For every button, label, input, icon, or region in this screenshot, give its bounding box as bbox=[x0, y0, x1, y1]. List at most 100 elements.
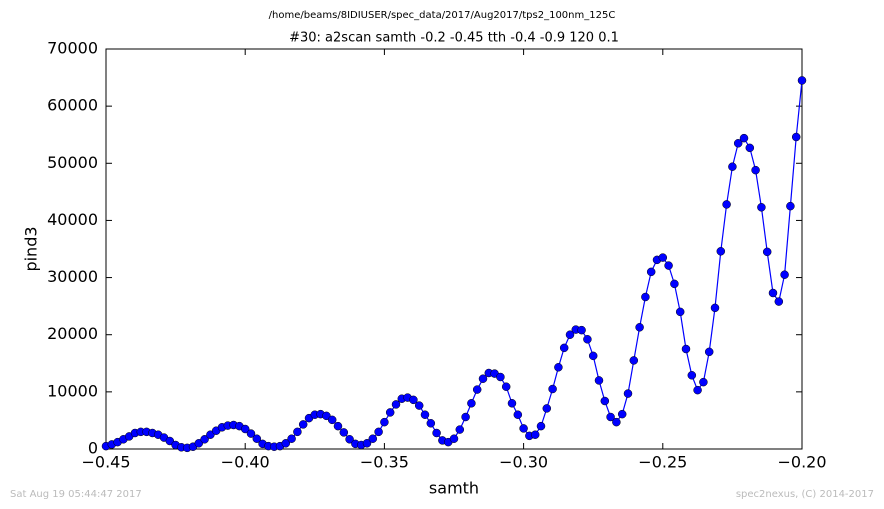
y-tick-label: 30000 bbox=[47, 267, 98, 286]
data-point bbox=[426, 419, 436, 428]
data-point bbox=[728, 162, 737, 171]
data-point bbox=[252, 434, 262, 443]
chart-title: #30: a2scan samth -0.2 -0.45 tth -0.4 -0… bbox=[289, 31, 619, 46]
data-point bbox=[548, 384, 557, 394]
data-point bbox=[467, 399, 476, 408]
data-point bbox=[165, 436, 175, 446]
data-point bbox=[774, 297, 784, 306]
data-point bbox=[565, 330, 575, 339]
data-point bbox=[472, 385, 482, 394]
data-point bbox=[577, 325, 586, 335]
data-point bbox=[542, 404, 552, 413]
data-point bbox=[432, 428, 441, 438]
data-point bbox=[664, 261, 673, 270]
data-point bbox=[722, 200, 731, 209]
data-point bbox=[594, 376, 604, 385]
y-tick-label: 70000 bbox=[47, 39, 98, 58]
y-axis-label: pind3 bbox=[22, 226, 41, 271]
data-point bbox=[675, 307, 685, 317]
data-point bbox=[322, 411, 331, 421]
data-point bbox=[704, 347, 714, 357]
x-tick-label: −0.40 bbox=[221, 453, 270, 472]
x-tick-label: −0.25 bbox=[638, 453, 687, 472]
x-axis-label: samth bbox=[429, 479, 479, 498]
data-point bbox=[420, 410, 430, 419]
data-point bbox=[588, 351, 598, 361]
data-point bbox=[629, 356, 639, 365]
data-point bbox=[333, 421, 343, 431]
data-point bbox=[513, 410, 523, 419]
data-point bbox=[536, 421, 546, 431]
x-tick-label: −0.35 bbox=[360, 453, 409, 472]
y-tick-label: 10000 bbox=[47, 381, 98, 400]
data-point bbox=[600, 396, 610, 406]
data-point bbox=[780, 270, 789, 279]
data-point bbox=[298, 420, 308, 429]
data-point bbox=[507, 399, 517, 408]
data-point bbox=[716, 247, 726, 256]
data-point bbox=[739, 133, 749, 143]
data-point bbox=[757, 203, 766, 212]
data-point bbox=[612, 417, 621, 427]
data-point bbox=[246, 429, 256, 438]
data-point bbox=[733, 139, 743, 148]
x-tick-label: −0.30 bbox=[499, 453, 548, 472]
data-point bbox=[710, 303, 720, 313]
data-point bbox=[559, 343, 569, 353]
data-point bbox=[687, 371, 697, 380]
data-point bbox=[391, 400, 401, 409]
data-point bbox=[751, 165, 760, 175]
data-point bbox=[200, 435, 209, 444]
data-point bbox=[791, 132, 801, 142]
y-tick-label: 0 bbox=[88, 439, 98, 458]
data-point bbox=[501, 382, 511, 391]
y-tick-label: 20000 bbox=[47, 324, 98, 343]
data-point bbox=[554, 363, 563, 372]
footer-left: Sat Aug 19 05:44:47 2017 bbox=[10, 489, 142, 500]
data-point bbox=[362, 439, 372, 448]
data-point bbox=[745, 143, 755, 153]
data-point bbox=[635, 323, 644, 332]
y-tick-label: 50000 bbox=[47, 153, 98, 172]
data-point bbox=[641, 292, 650, 302]
data-point bbox=[617, 409, 627, 419]
data-point bbox=[368, 434, 378, 443]
data-point bbox=[670, 279, 679, 289]
data-point bbox=[693, 385, 702, 395]
data-point bbox=[409, 395, 418, 405]
data-point bbox=[519, 424, 528, 433]
data-point bbox=[461, 412, 470, 422]
y-tick-label: 60000 bbox=[47, 96, 98, 115]
data-point bbox=[768, 288, 778, 298]
data-point bbox=[240, 424, 250, 434]
data-point bbox=[658, 253, 668, 262]
data-point bbox=[293, 427, 302, 437]
data-point bbox=[797, 76, 807, 85]
data-point bbox=[380, 417, 389, 427]
data-point bbox=[455, 425, 465, 434]
data-point bbox=[339, 428, 349, 437]
data-point bbox=[414, 401, 424, 410]
data-point bbox=[478, 374, 488, 383]
data-point bbox=[762, 247, 772, 257]
data-point bbox=[385, 408, 395, 417]
data-point bbox=[449, 434, 459, 443]
data-point bbox=[646, 267, 656, 277]
data-point bbox=[681, 344, 691, 354]
data-point bbox=[194, 439, 204, 448]
data-point bbox=[699, 377, 708, 387]
data-point bbox=[786, 201, 795, 211]
data-point bbox=[327, 415, 337, 425]
x-tick-label: −0.45 bbox=[81, 453, 130, 472]
data-point bbox=[583, 335, 592, 344]
data-point bbox=[281, 439, 291, 448]
data-point bbox=[606, 412, 615, 422]
footer-right: spec2nexus, (C) 2014-2017 bbox=[736, 489, 874, 500]
suptitle: /home/beams/8IDIUSER/spec_data/2017/Aug2… bbox=[269, 10, 616, 21]
data-point bbox=[623, 389, 633, 398]
plot-frame bbox=[105, 48, 803, 450]
data-point bbox=[496, 372, 505, 382]
x-tick-label: −0.20 bbox=[777, 453, 826, 472]
data-point bbox=[345, 435, 354, 444]
